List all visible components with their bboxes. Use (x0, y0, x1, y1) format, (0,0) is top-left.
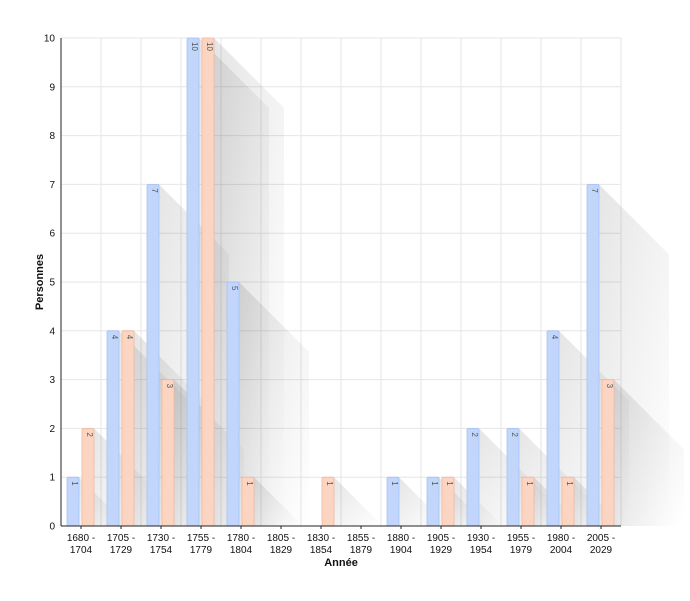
bar-value-label: 5 (230, 286, 239, 291)
bar-value-label: 10 (205, 42, 214, 51)
bars: 1 4 7 10 5 1 1 2 2 4 7 2 4 3 10 1 1 1 1 1 3 (66, 37, 615, 527)
bar-shadow (334, 477, 383, 526)
bar-value-label: 4 (550, 335, 559, 340)
x-tick-label: 1680 -1704 (67, 533, 95, 556)
bar-shadow (214, 38, 284, 526)
x-axis-title: Année (324, 557, 358, 569)
bar-value-label: 2 (510, 432, 519, 437)
y-tick-label: 5 (49, 278, 55, 289)
y-tick-label: 1 (49, 473, 55, 484)
bar (106, 330, 120, 527)
bar-value-label: 3 (605, 384, 614, 389)
bar (506, 427, 520, 527)
bar (466, 427, 480, 527)
bar-value-label: 4 (110, 335, 119, 340)
bar-value-label: 1 (70, 481, 79, 486)
axes (60, 38, 621, 527)
bar-value-label: 7 (150, 188, 159, 193)
x-tick-label: 2005 -2029 (587, 533, 615, 556)
x-tick-label: 1805 -1829 (267, 533, 295, 556)
bar-value-label: 1 (245, 481, 254, 486)
y-tick-label: 6 (49, 229, 55, 240)
x-tick-label: 1880 -1904 (387, 533, 415, 556)
bar-value-label: 1 (525, 481, 534, 486)
x-tick-label: 1980 -2004 (547, 533, 575, 556)
y-tick-label: 8 (49, 131, 55, 142)
y-axis-ticks: 0 1 2 3 4 5 6 7 8 9 10 (44, 34, 56, 533)
bar (201, 37, 215, 527)
bar (146, 183, 160, 527)
y-axis-title: Personnes (34, 254, 46, 310)
bar-value-label: 2 (470, 432, 479, 437)
bar-value-label: 1 (325, 481, 334, 486)
bar (186, 37, 200, 527)
x-tick-label: 1830 -1854 (307, 533, 335, 556)
bar (586, 183, 600, 527)
y-tick-label: 2 (49, 424, 55, 435)
bar-value-label: 4 (125, 335, 134, 340)
bar-value-label: 1 (390, 481, 399, 486)
bar-shadow (614, 379, 684, 526)
bar-value-label: 1 (430, 481, 439, 486)
x-tick-label: 1705 -1729 (107, 533, 135, 556)
bar (546, 330, 560, 527)
x-tick-label: 1930 -1954 (467, 533, 495, 556)
y-tick-label: 3 (49, 375, 55, 386)
x-axis-ticks: 1680 -1704 1705 -1729 1730 -1754 1755 -1779… (67, 526, 615, 556)
y-tick-label: 10 (44, 34, 56, 45)
x-tick-label: 1755 -1779 (187, 533, 215, 556)
bar-value-label: 2 (85, 432, 94, 437)
bar-value-label: 7 (590, 188, 599, 193)
y-tick-label: 7 (49, 180, 55, 191)
y-tick-label: 0 (49, 522, 55, 533)
bar-shadow (254, 477, 303, 526)
bar-value-label: 1 (445, 481, 454, 486)
bar (121, 330, 135, 527)
x-tick-label: 1780 -1804 (227, 533, 255, 556)
y-tick-label: 9 (49, 82, 55, 93)
x-tick-label: 1905 -1929 (427, 533, 455, 556)
bar (161, 379, 175, 527)
bar (81, 427, 95, 527)
bar-value-label: 10 (190, 42, 199, 51)
bar-value-label: 1 (565, 481, 574, 486)
y-tick-label: 4 (49, 326, 55, 337)
bar (226, 281, 240, 527)
bar (601, 379, 615, 527)
x-tick-label: 1855 -1879 (347, 533, 375, 556)
bar-value-label: 3 (165, 384, 174, 389)
x-tick-label: 1955 -1979 (507, 533, 535, 556)
x-tick-label: 1730 -1754 (147, 533, 175, 556)
